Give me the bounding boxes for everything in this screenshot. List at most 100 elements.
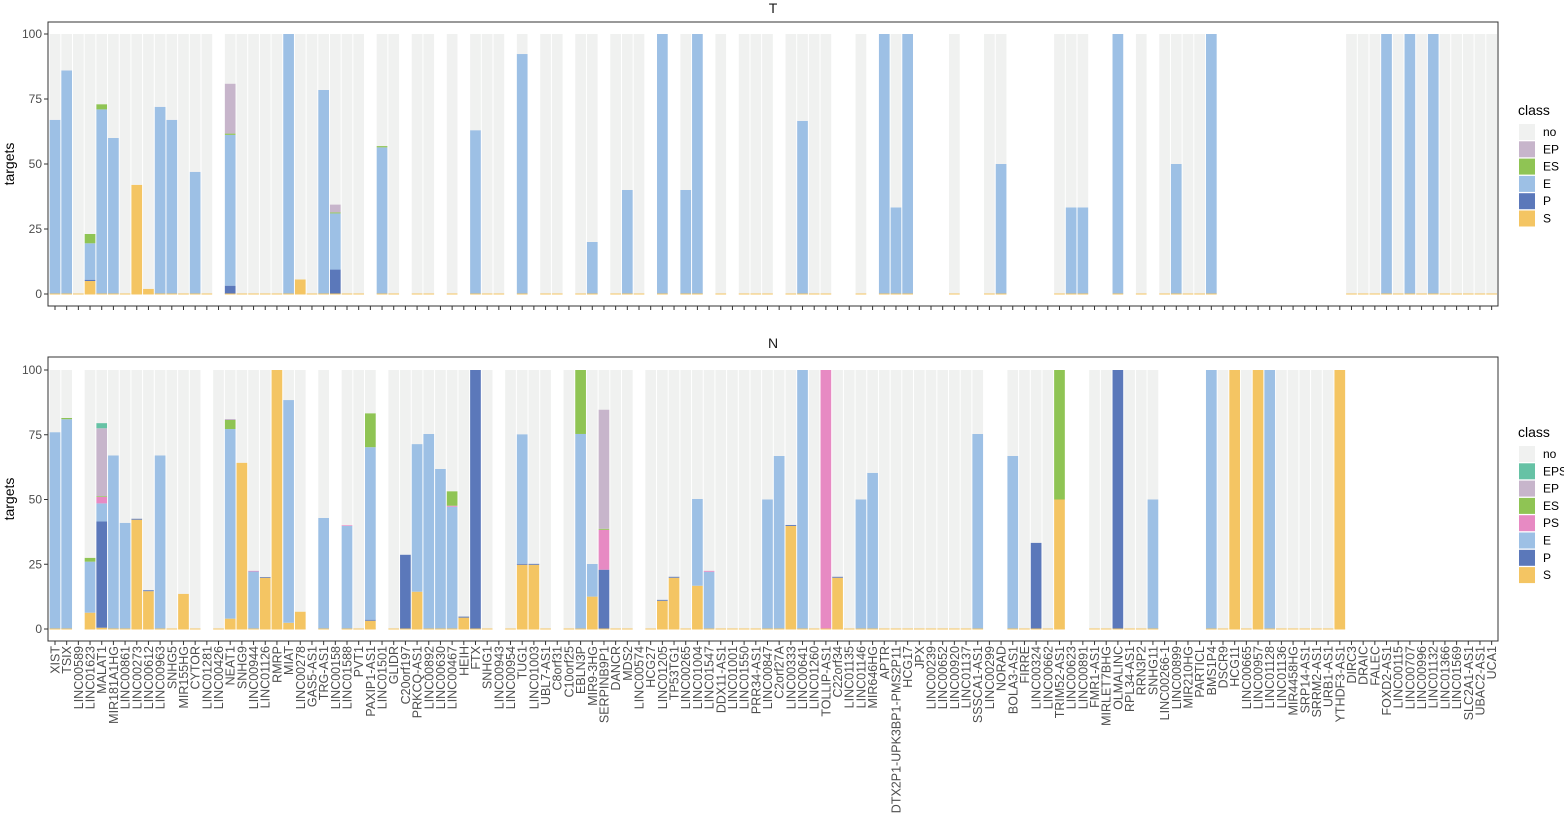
- bar-baseline-S: [1264, 628, 1276, 630]
- x-tick-label: LINC00239: [925, 646, 939, 709]
- bar-segment-E: [797, 370, 808, 629]
- bar-segment-no: [878, 370, 890, 629]
- bar-LINC00278: [294, 34, 306, 295]
- x-tick-label: LINC01281: [200, 646, 214, 709]
- bar-HCG17: [902, 34, 913, 295]
- x-tick-label: LINC01128: [1263, 646, 1277, 708]
- bar-baseline-S: [610, 293, 621, 295]
- x-tick-label: BOLA3-AS1: [1006, 646, 1020, 714]
- bar-segment-E: [890, 207, 902, 294]
- x-tick-label: MIR646HG: [866, 646, 880, 709]
- bar-segment-E: [586, 563, 598, 597]
- bar-baseline-S: [446, 628, 458, 630]
- x-tick-label: DRAIC: [1357, 646, 1371, 685]
- bar-baseline-S: [913, 628, 925, 630]
- bar-OLMALINC: [1112, 34, 1124, 295]
- bar-baseline-S: [259, 293, 271, 295]
- bar-MIR181A1HG: [108, 370, 119, 630]
- bar-segment-no: [715, 370, 727, 629]
- bar-segment-no: [1311, 370, 1322, 629]
- x-tick-label: LINC00920: [948, 646, 962, 709]
- bar-segment-S: [1229, 370, 1241, 629]
- bar-SRRM2-AS1: [1311, 370, 1322, 630]
- bar-baseline-S: [820, 628, 832, 630]
- bar-baseline-S: [61, 628, 73, 630]
- bar-baseline-S: [1369, 293, 1381, 295]
- bar-baseline-S: [108, 293, 119, 295]
- bar-segment-no: [738, 34, 750, 294]
- bar-baseline-S: [1322, 628, 1334, 630]
- bar-segment-E: [1112, 34, 1124, 294]
- legend-key-no: [1519, 446, 1535, 462]
- bar-SNHG11: [1147, 370, 1159, 630]
- bar-segment-no: [154, 370, 166, 456]
- bar-segment-no: [1077, 34, 1089, 208]
- bar-C8orf31: [551, 34, 563, 295]
- x-tick-label: BMS1P4: [1205, 646, 1219, 695]
- bar-baseline-S: [283, 628, 294, 630]
- bar-LINC00630: [435, 370, 446, 630]
- bar-GAS5-AS1: [306, 34, 318, 295]
- bar-baseline-S: [878, 293, 890, 295]
- bar-segment-S: [411, 591, 423, 629]
- bar-baseline-S: [575, 293, 586, 295]
- bar-segment-no: [294, 34, 306, 280]
- bar-segment-S: [96, 627, 108, 629]
- bar-DSCR9: [1217, 370, 1229, 630]
- bar-baseline-S: [1451, 293, 1462, 295]
- x-tick-label: LINC01623: [84, 646, 98, 709]
- bar-segment-P: [458, 616, 470, 618]
- bar-segment-no: [808, 370, 820, 629]
- x-tick-label: LINC00707: [1403, 646, 1417, 709]
- bar-LINC01003: [528, 370, 540, 630]
- bar-segment-no: [586, 34, 598, 242]
- bar-MIAT: [283, 34, 294, 295]
- bar-baseline-S: [224, 628, 236, 630]
- x-tick-label: LINC00265: [679, 646, 693, 709]
- bar-LINC00944: [248, 34, 259, 295]
- bar-segment-E: [575, 433, 586, 629]
- bar-baseline-S: [1311, 628, 1322, 630]
- x-tick-label: TRG-AS1: [317, 646, 331, 700]
- bar-baseline-S: [49, 628, 61, 630]
- bar-baseline-S: [248, 628, 259, 630]
- bar-baseline-S: [1077, 293, 1089, 295]
- bar-segment-no: [61, 370, 73, 418]
- x-tick-label: TRIM52-AS1: [1053, 646, 1067, 718]
- bar-segment-P: [598, 569, 610, 629]
- bar-segment-E: [995, 164, 1007, 294]
- x-tick-label: MIR9-3HG: [586, 646, 600, 706]
- bar-LINC00963: [154, 34, 166, 295]
- x-tick-label: FOXD2-AS1: [1380, 646, 1394, 716]
- bar-segment-no: [668, 370, 680, 577]
- bar-baseline-S: [154, 628, 166, 630]
- legend-key-S: [1519, 567, 1535, 584]
- y-tick-label: 25: [29, 222, 43, 236]
- bar-segment-no: [1462, 34, 1474, 294]
- bar-segment-no: [762, 370, 773, 500]
- bar-segment-no: [855, 370, 867, 500]
- bar-LINC00944: [248, 370, 259, 630]
- x-tick-label: JPX: [913, 645, 927, 669]
- bar-segment-no: [446, 370, 458, 492]
- x-tick-label: HCG11: [1228, 646, 1242, 687]
- bar-segment-no: [365, 370, 376, 414]
- bar-LINC00641: [797, 370, 808, 630]
- bar-LINC00652: [937, 370, 949, 630]
- x-tick-label: LINC01550: [738, 646, 752, 709]
- bar-segment-EP: [224, 418, 236, 420]
- bar-segment-E: [762, 499, 773, 629]
- bar-baseline-S: [411, 628, 423, 630]
- bar-segment-E: [446, 506, 458, 629]
- bar-DTX2P1-UPK3BP1-PMS2P11: [890, 34, 902, 295]
- bar-baseline-S: [1416, 293, 1427, 295]
- bar-segment-no: [248, 34, 259, 294]
- bar-LINC00861: [119, 370, 131, 630]
- legend-key-EPS: [1519, 463, 1535, 480]
- bar-segment-no: [1217, 370, 1229, 629]
- bar-segment-PS: [820, 370, 832, 629]
- bar-segment-P: [516, 563, 528, 565]
- legend-label: no: [1543, 447, 1557, 461]
- bar-baseline-S: [388, 293, 400, 295]
- legend-key-EP: [1519, 480, 1535, 497]
